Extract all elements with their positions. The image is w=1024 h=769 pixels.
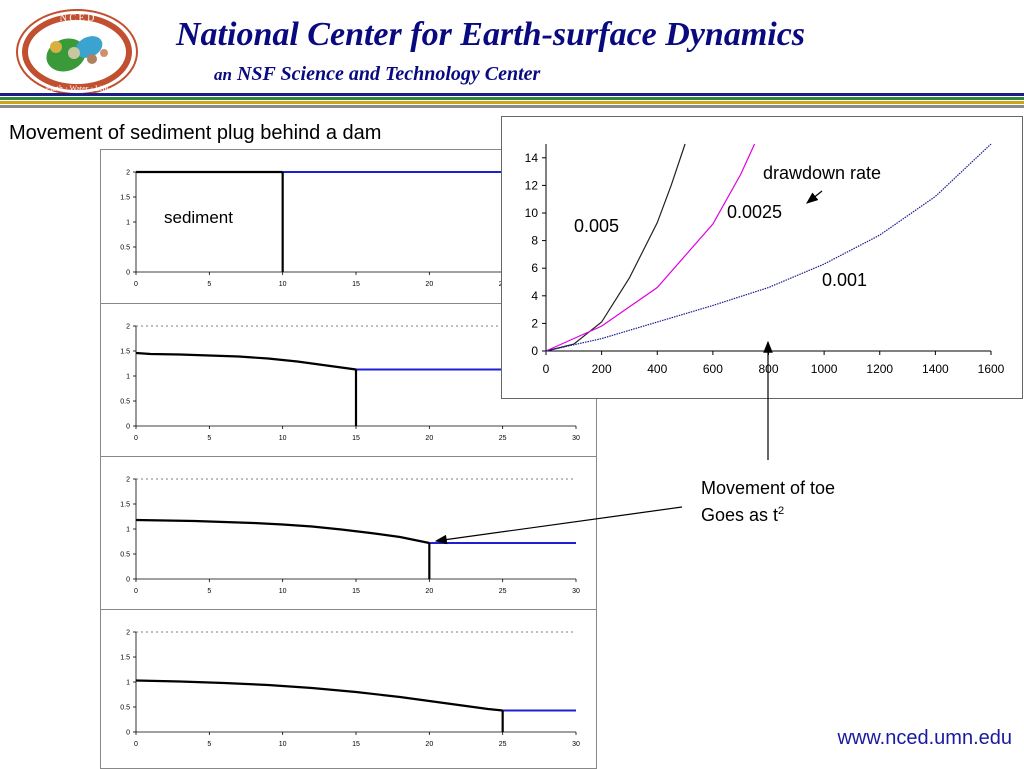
logo-top-text: N C E D xyxy=(60,13,95,24)
series-curve-s3 xyxy=(545,143,992,352)
y-tick-label: 0 xyxy=(531,344,538,358)
y-tick-label: 1.5 xyxy=(120,655,130,662)
y-tick-label: 2 xyxy=(531,316,538,330)
x-tick-label: 20 xyxy=(425,281,433,288)
drawdown-svg: 0 2 4 6 8 10 12 14 0 200 400 600 800 1000 1200 1400 1600… xyxy=(525,143,1005,376)
x-tick-label: 25 xyxy=(499,588,507,595)
toe-note-line2: Goes as t2 xyxy=(701,505,784,526)
x-tick-label: 25 xyxy=(499,435,507,442)
drawdown-chart: 0 2 4 6 8 10 12 14 0 200 400 600 800 1000 1200 1400 1600… xyxy=(501,116,1023,399)
slide-heading: Movement of sediment plug behind a dam xyxy=(9,122,382,144)
x-tick-label: 5 xyxy=(207,741,211,748)
drawdown-rate-label: drawdown rate xyxy=(763,163,881,183)
x-tick-label: 600 xyxy=(703,362,723,376)
x-tick-label: 0 xyxy=(134,741,138,748)
x-tick-label: 1400 xyxy=(922,362,949,376)
x-tick-label: 0 xyxy=(134,588,138,595)
y-tick-label: 2 xyxy=(126,324,130,331)
y-tick-label: 1 xyxy=(126,374,130,381)
series-label-s3: 0.001 xyxy=(822,270,867,290)
x-tick-label: 30 xyxy=(572,435,580,442)
x-tick-label: 20 xyxy=(425,435,433,442)
toe-note-line1: Movement of toe xyxy=(701,478,836,498)
x-tick-label: 0 xyxy=(134,435,138,442)
x-tick-label: 0 xyxy=(134,281,138,288)
y-tick-label: 2 xyxy=(126,630,130,637)
x-tick-label: 15 xyxy=(352,435,360,442)
x-tick-label: 10 xyxy=(279,435,287,442)
sediment-bed-line xyxy=(135,351,357,371)
subtitle-an: an xyxy=(214,65,232,84)
series-label-s2: 0.0025 xyxy=(727,202,782,222)
y-tick-label: 0.5 xyxy=(120,245,130,252)
y-tick-label: 0 xyxy=(126,577,130,584)
x-tick-label: 0 xyxy=(543,362,550,376)
y-tick-label: 1 xyxy=(126,680,130,687)
y-tick-label: 14 xyxy=(525,151,539,165)
x-tick-label: 1000 xyxy=(811,362,838,376)
x-tick-label: 15 xyxy=(352,588,360,595)
y-tick-label: 2 xyxy=(126,170,130,177)
x-tick-label: 20 xyxy=(425,588,433,595)
page-title: National Center for Earth-surface Dynami… xyxy=(176,16,806,53)
nced-logo: N C E D Earth · Water · Life xyxy=(16,9,138,95)
y-tick-label: 2 xyxy=(126,477,130,484)
y-tick-label: 6 xyxy=(531,261,538,275)
x-tick-label: 800 xyxy=(758,362,778,376)
series-curve-s2 xyxy=(545,143,756,352)
header-stripes xyxy=(0,93,1024,108)
y-tick-label: 1.5 xyxy=(120,195,130,202)
y-tick-label: 1 xyxy=(126,527,130,534)
profile-chart-3: 0 0.5 1 1.5 2 0 5 10 15 20 25 30 xyxy=(100,456,597,610)
sediment-label: sediment xyxy=(164,208,233,227)
subtitle-rest: NSF Science and Technology Center xyxy=(231,63,541,85)
y-tick-label: 0.5 xyxy=(120,399,130,406)
x-tick-label: 5 xyxy=(207,281,211,288)
toe-note-text: Goes as t xyxy=(701,505,779,525)
y-tick-label: 1.5 xyxy=(120,502,130,509)
x-tick-label: 5 xyxy=(207,435,211,442)
x-tick-label: 5 xyxy=(207,588,211,595)
x-tick-label: 10 xyxy=(279,281,287,288)
x-tick-label: 15 xyxy=(352,741,360,748)
sediment-bed-line xyxy=(135,518,430,545)
y-tick-label: 1 xyxy=(126,220,130,227)
footer-url[interactable]: www.nced.umn.edu xyxy=(837,727,1012,749)
x-tick-label: 1600 xyxy=(978,362,1005,376)
y-tick-label: 0.5 xyxy=(120,705,130,712)
x-tick-label: 30 xyxy=(572,588,580,595)
x-tick-label: 400 xyxy=(647,362,667,376)
x-tick-label: 10 xyxy=(279,741,287,748)
y-tick-label: 0 xyxy=(126,270,130,277)
y-tick-label: 0 xyxy=(126,424,130,431)
y-tick-label: 4 xyxy=(531,289,538,303)
profile-chart-4: 0 0.5 1 1.5 2 0 5 10 15 20 25 30 xyxy=(100,609,597,769)
x-tick-label: 1200 xyxy=(866,362,893,376)
page-subtitle: an NSF Science and Technology Center xyxy=(214,63,540,86)
series-label-s1: 0.005 xyxy=(574,216,619,236)
x-tick-label: 10 xyxy=(279,588,287,595)
toe-note-exponent: 2 xyxy=(778,505,785,517)
x-tick-label: 25 xyxy=(499,741,507,748)
x-tick-label: 200 xyxy=(592,362,612,376)
series-curve-s1 xyxy=(545,143,686,352)
y-tick-label: 0 xyxy=(126,730,130,737)
y-tick-label: 12 xyxy=(525,178,539,192)
sediment-bed-line xyxy=(135,679,503,712)
x-tick-label: 15 xyxy=(352,281,360,288)
logo-bottom-text: Earth · Water · Life xyxy=(46,84,109,93)
y-tick-label: 0.5 xyxy=(120,552,130,559)
x-tick-label: 30 xyxy=(572,741,580,748)
x-tick-label: 20 xyxy=(425,741,433,748)
y-tick-label: 8 xyxy=(531,234,538,248)
y-tick-label: 1.5 xyxy=(120,349,130,356)
y-tick-label: 10 xyxy=(525,206,539,220)
